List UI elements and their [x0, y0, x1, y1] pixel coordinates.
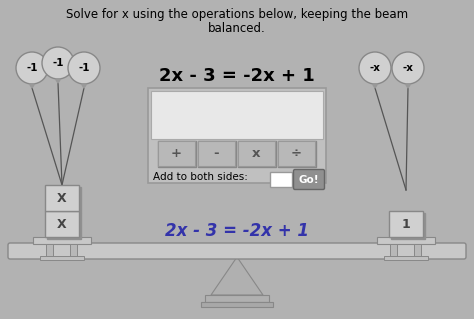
- FancyBboxPatch shape: [148, 88, 326, 183]
- Text: -x: -x: [402, 63, 413, 73]
- Text: Solve for x using the operations below, keeping the beam: Solve for x using the operations below, …: [66, 8, 408, 21]
- Bar: [384, 256, 428, 260]
- Text: X: X: [57, 218, 67, 231]
- Circle shape: [359, 52, 391, 84]
- Text: 1: 1: [401, 218, 410, 231]
- Text: x: x: [252, 147, 261, 160]
- Polygon shape: [82, 84, 86, 88]
- FancyBboxPatch shape: [33, 237, 91, 244]
- Text: ÷: ÷: [291, 147, 302, 160]
- Bar: [198, 141, 236, 167]
- Bar: [278, 141, 316, 167]
- Polygon shape: [55, 79, 61, 83]
- Bar: [391, 213, 425, 239]
- FancyBboxPatch shape: [45, 211, 79, 237]
- FancyBboxPatch shape: [238, 141, 275, 166]
- FancyBboxPatch shape: [8, 243, 466, 259]
- FancyBboxPatch shape: [389, 211, 423, 237]
- Text: balanced.: balanced.: [208, 22, 266, 35]
- Bar: [158, 141, 196, 167]
- Bar: [70, 244, 77, 256]
- Text: Add to both sides:: Add to both sides:: [153, 172, 248, 182]
- Bar: [205, 295, 269, 302]
- Text: -: -: [214, 147, 219, 160]
- Bar: [46, 244, 53, 256]
- FancyBboxPatch shape: [45, 185, 79, 211]
- Bar: [47, 213, 81, 239]
- Bar: [238, 141, 276, 167]
- FancyBboxPatch shape: [293, 169, 325, 189]
- Circle shape: [42, 47, 74, 79]
- Bar: [270, 172, 292, 187]
- Text: Go!: Go!: [299, 175, 319, 185]
- FancyBboxPatch shape: [198, 141, 235, 166]
- Circle shape: [68, 52, 100, 84]
- Text: -x: -x: [370, 63, 381, 73]
- Text: +: +: [171, 147, 182, 160]
- Polygon shape: [211, 257, 263, 295]
- FancyBboxPatch shape: [278, 141, 315, 166]
- Text: -1: -1: [78, 63, 90, 73]
- Text: 2x - 3 = -2x + 1: 2x - 3 = -2x + 1: [159, 67, 315, 85]
- Circle shape: [16, 52, 48, 84]
- FancyBboxPatch shape: [158, 141, 195, 166]
- Bar: [390, 244, 397, 256]
- Polygon shape: [405, 84, 410, 88]
- FancyBboxPatch shape: [377, 237, 435, 244]
- Bar: [40, 256, 84, 260]
- Text: -1: -1: [52, 58, 64, 68]
- Polygon shape: [29, 84, 35, 88]
- Polygon shape: [373, 84, 377, 88]
- Text: 2x - 3 = -2x + 1: 2x - 3 = -2x + 1: [165, 222, 309, 240]
- Bar: [47, 187, 81, 213]
- Text: -1: -1: [26, 63, 38, 73]
- Text: X: X: [57, 191, 67, 204]
- FancyBboxPatch shape: [151, 91, 323, 139]
- Circle shape: [392, 52, 424, 84]
- Bar: [201, 302, 273, 307]
- Bar: [414, 244, 421, 256]
